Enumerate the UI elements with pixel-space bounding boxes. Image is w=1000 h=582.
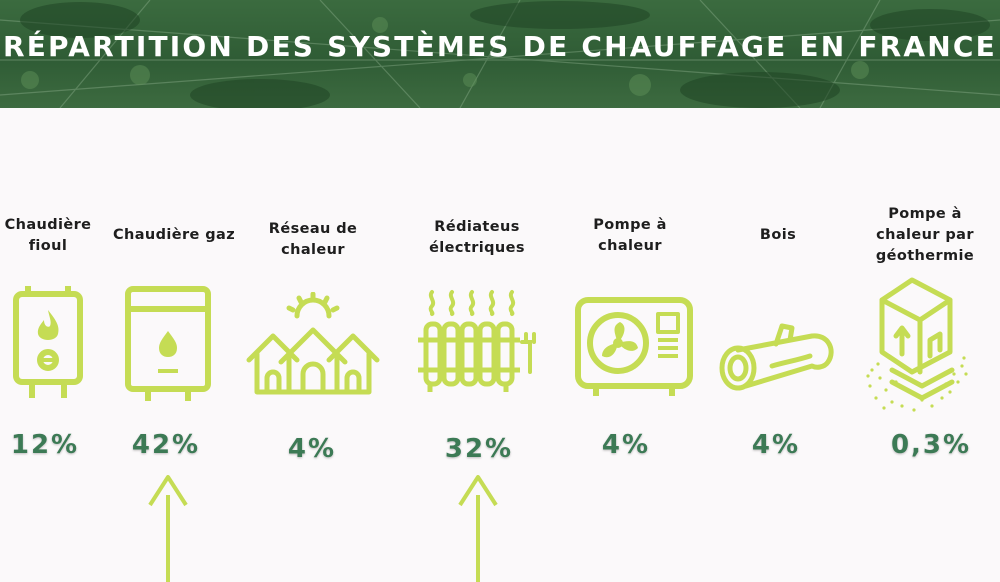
value-geothermie: 0,3% <box>890 430 972 460</box>
value-radiateurs-electriques: 32% <box>444 434 514 464</box>
arrow-up-icon <box>458 475 498 582</box>
label-radiateurs-electriques: Rédiateus électriques <box>429 219 525 256</box>
label-bois: Bois <box>759 227 797 243</box>
value-pompe-a-chaleur: 4% <box>601 430 651 460</box>
heat-network-icon <box>246 292 380 395</box>
geothermal-heat-pump-icon <box>866 277 968 412</box>
gas-boiler-icon <box>125 286 211 401</box>
page-title: RÉPARTITION DES SYSTÈMES DE CHAUFFAGE EN… <box>2 30 998 63</box>
value-bois: 4% <box>751 430 801 460</box>
label-geothermie: Pompe à chaleur par géothermie <box>875 206 975 264</box>
wood-log-icon <box>719 323 834 391</box>
arrow-up-icon <box>148 475 188 582</box>
label-reseau-de-chaleur: Réseau de chaleur <box>268 221 358 258</box>
greenhouse-background-image <box>0 0 1000 108</box>
value-chaudiere-fioul: 12% <box>10 430 80 460</box>
value-chaudiere-gaz: 42% <box>131 430 201 460</box>
value-reseau-de-chaleur: 4% <box>287 434 337 464</box>
oil-boiler-icon <box>13 286 83 398</box>
label-pompe-a-chaleur: Pompe à chaleur <box>593 217 667 254</box>
electric-radiator-icon <box>418 290 536 392</box>
label-chaudiere-gaz: Chaudière gaz <box>112 227 236 243</box>
heat-pump-icon <box>575 297 693 396</box>
header-banner: RÉPARTITION DES SYSTÈMES DE CHAUFFAGE EN… <box>0 0 1000 108</box>
label-chaudiere-fioul: Chaudière fioul <box>4 217 92 254</box>
